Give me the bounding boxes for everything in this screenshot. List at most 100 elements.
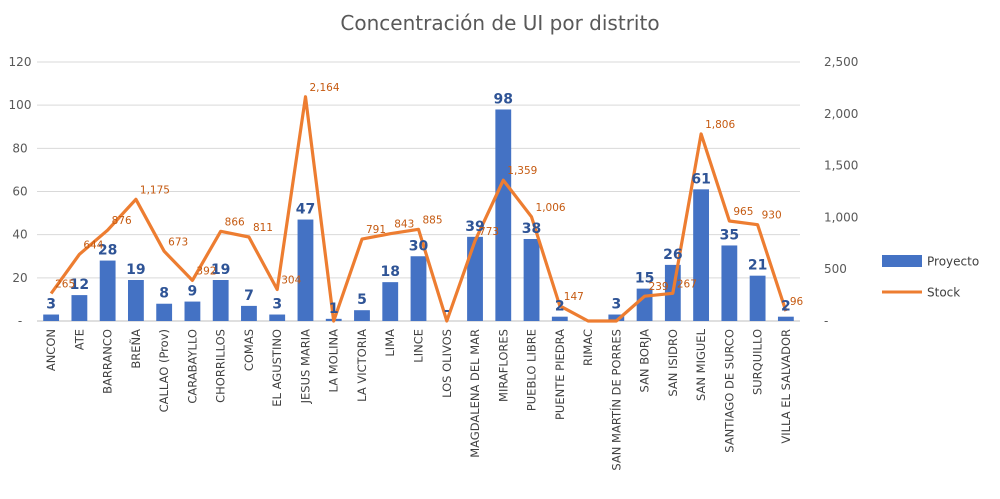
bar [410, 256, 427, 321]
category-label: PUEBLO LIBRE [525, 329, 539, 411]
right-axis-ticks: - 500 1,000 1,500 2,000 2,500 [824, 55, 858, 328]
bar-data-label: 35 [720, 227, 739, 243]
category-label: ANCON [44, 329, 58, 371]
left-axis-ticks: - 20 40 60 80 100 120 [9, 55, 32, 328]
bar-data-label: 19 [126, 262, 145, 278]
category-label: BARRANCO [101, 329, 115, 394]
bar-data-label: 28 [98, 243, 117, 259]
bar [636, 288, 653, 321]
right-tick-label: - [824, 314, 828, 328]
category-label: SAN BORJA [638, 329, 652, 393]
line-data-label: 304 [281, 275, 301, 287]
category-label: CALLAO (Prov) [157, 329, 171, 412]
category-label: SAN MIGUEL [694, 328, 708, 401]
bar-data-label: 19 [211, 262, 230, 278]
category-label: LA MOLINA [327, 329, 341, 393]
bar-data-label: 5 [357, 292, 367, 308]
bar [608, 314, 625, 321]
bar [71, 295, 88, 321]
right-tick-label: 500 [824, 262, 847, 276]
bar [467, 236, 483, 321]
line-data-label: 239 [649, 281, 669, 293]
right-tick-label: 2,500 [824, 55, 858, 69]
bar [777, 316, 794, 321]
category-labels: ANCON ATE BARRANCO BREÑA CALLAO (Prov) CARABA… [44, 328, 793, 470]
category-label: VILLA EL SALVADOR [779, 329, 793, 444]
category-label: JESUS MARIA [298, 329, 312, 405]
legend-swatch-proyecto [882, 255, 922, 267]
bar [354, 310, 370, 321]
bar [269, 314, 286, 321]
category-label: CARABAYLLO [185, 329, 199, 404]
bar-data-label: 3 [272, 297, 282, 313]
left-tick-label: 100 [9, 98, 32, 112]
line-data-label: 773 [479, 226, 499, 238]
bar [127, 279, 144, 321]
line-data-label: 965 [733, 206, 753, 218]
category-label: EL AGUSTINO [270, 329, 284, 407]
line-data-label: 673 [168, 236, 188, 248]
right-tick-label: 1,500 [824, 159, 858, 173]
bar-data-label: 7 [244, 288, 254, 304]
category-label: ATE [72, 329, 86, 350]
bar-data-label: 39 [465, 219, 484, 235]
bar-data-label: 15 [635, 271, 654, 287]
bar [495, 109, 512, 321]
bar-data-label: 98 [494, 91, 513, 107]
line-data-label: 791 [366, 224, 386, 236]
bar-data-label: 3 [46, 297, 56, 313]
legend-label-stock: Stock [927, 286, 960, 300]
line-data-label: 876 [112, 215, 132, 227]
legend: Proyecto Stock [882, 255, 979, 300]
category-label: LINCE [412, 329, 426, 363]
left-tick-label: 20 [12, 271, 27, 285]
bar-data-label: 9 [188, 284, 198, 300]
line-data-label: 811 [253, 222, 273, 234]
bar [693, 189, 710, 321]
legend-label-proyecto: Proyecto [927, 255, 979, 269]
bar [382, 282, 399, 321]
left-tick-label: 60 [12, 185, 27, 199]
left-tick-label: 120 [9, 55, 32, 69]
category-label: SURQUILLO [751, 329, 765, 395]
bar-data-label: 3 [611, 297, 621, 313]
category-label: MAGDALENA DEL MAR [468, 329, 482, 458]
left-tick-label: 80 [12, 141, 27, 155]
bar-data-label: 2 [781, 299, 791, 315]
bar [156, 303, 173, 321]
category-label: COMAS [242, 329, 256, 371]
bar-series [43, 109, 794, 321]
line-data-label: 267 [677, 278, 697, 290]
category-label: RIMAC [581, 329, 595, 366]
bar [551, 316, 568, 321]
category-label: SAN ISIDRO [666, 329, 680, 397]
bar-data-label: 18 [380, 264, 399, 280]
left-tick-label: - [18, 314, 22, 328]
bar [184, 301, 201, 321]
bar-data-label: 38 [522, 221, 541, 237]
bar-data-label: - [444, 303, 450, 319]
line-data-label: 930 [762, 210, 782, 222]
line-data-label: 96 [790, 296, 804, 308]
right-tick-label: 1,000 [824, 210, 858, 224]
bar [749, 275, 766, 321]
line-data-label: 2,164 [309, 82, 339, 94]
bar [99, 260, 116, 321]
category-label: LIMA [383, 329, 397, 357]
line-data-label: 392 [196, 265, 216, 277]
category-label: SAN MARTÍN DE PORRES [608, 329, 623, 471]
line-data-label: 1,806 [705, 119, 735, 131]
line-data-label: 147 [564, 291, 584, 303]
bar [721, 245, 738, 321]
bar [297, 219, 314, 321]
bar-data-label: 26 [663, 247, 682, 263]
bar [523, 238, 540, 321]
line-data-label: 1,175 [140, 184, 170, 196]
bar [241, 305, 257, 321]
chart-title: Concentración de UI por distrito [340, 11, 659, 35]
right-tick-label: 2,000 [824, 107, 858, 121]
stock-line [49, 95, 788, 323]
line-data-label: 866 [225, 216, 245, 228]
